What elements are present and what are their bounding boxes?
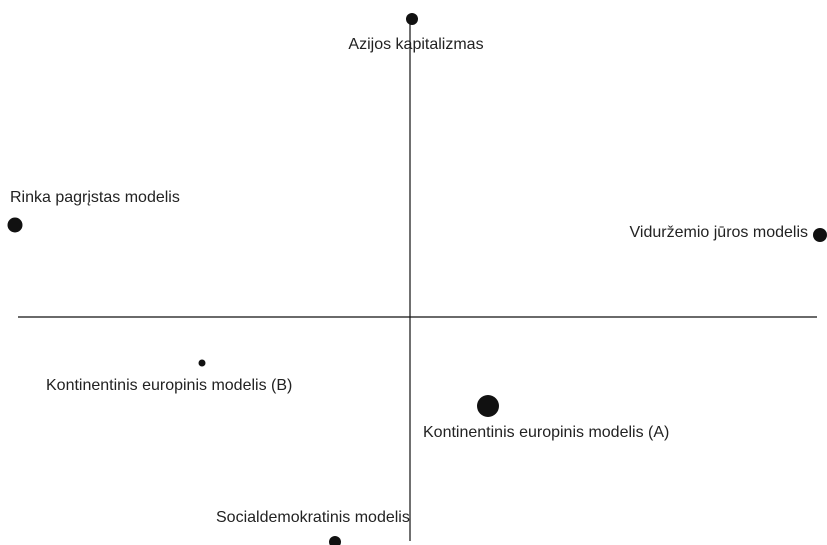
node-label: Kontinentinis europinis modelis (B) — [46, 377, 292, 394]
node-label: Viduržemio jūros modelis — [630, 224, 808, 241]
node-label: Socialdemokratinis modelis — [216, 509, 410, 526]
node-label: Azijos kapitalizmas — [348, 36, 483, 53]
node-label: Kontinentinis europinis modelis (A) — [423, 424, 669, 441]
node-dot — [7, 217, 23, 233]
node-label: Rinka pagrįstas modelis — [10, 189, 180, 206]
node-dot — [406, 13, 418, 25]
node-dot — [477, 395, 499, 417]
node-dot — [329, 536, 341, 545]
node-dot — [813, 228, 827, 242]
node-dot — [198, 359, 206, 367]
